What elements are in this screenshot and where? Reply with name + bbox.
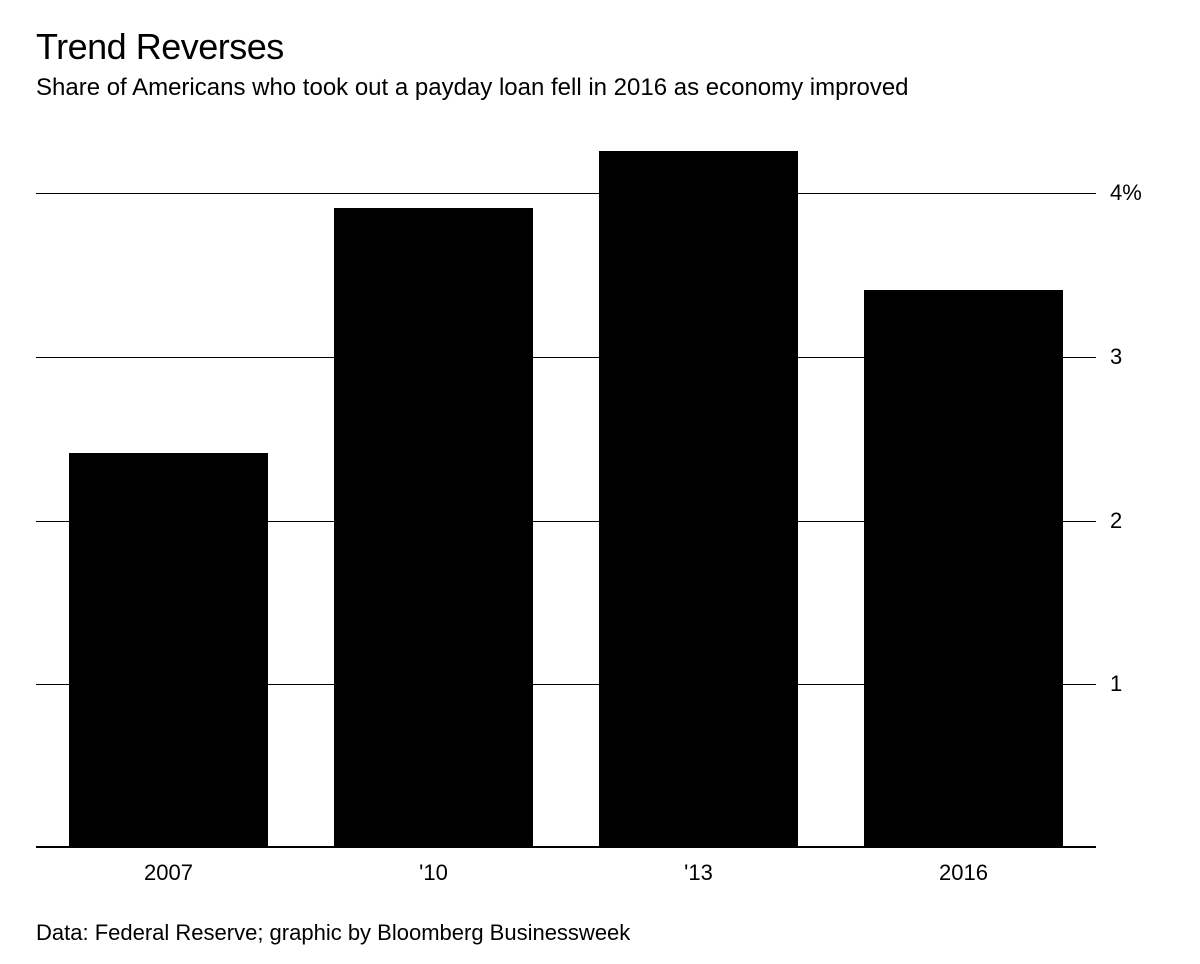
chart-title: Trend Reverses <box>36 26 1164 68</box>
gridline <box>36 193 1096 194</box>
x-axis-tick-label: 2016 <box>939 860 988 886</box>
y-axis-tick-label: 1 <box>1110 671 1122 697</box>
x-axis-tick-label: 2007 <box>144 860 193 886</box>
bar <box>69 453 268 846</box>
chart-subtitle: Share of Americans who took out a payday… <box>36 74 1164 102</box>
y-axis-tick-label: 4% <box>1110 180 1142 206</box>
chart-area: 1 2 3 4% 2007 '10 '13 2016 <box>36 128 1164 888</box>
bar <box>334 208 533 846</box>
x-axis-tick-label: '10 <box>419 860 448 886</box>
y-axis-tick-label: 2 <box>1110 508 1122 534</box>
chart-source: Data: Federal Reserve; graphic by Bloomb… <box>36 920 630 946</box>
bar <box>599 151 798 846</box>
x-axis-tick-label: '13 <box>684 860 713 886</box>
plot-area <box>36 128 1096 848</box>
y-axis-tick-label: 3 <box>1110 344 1122 370</box>
bar <box>864 290 1063 846</box>
